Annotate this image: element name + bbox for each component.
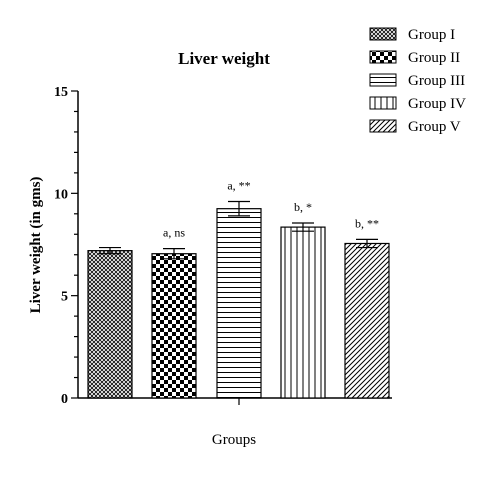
legend-swatch xyxy=(369,96,397,110)
legend-swatch xyxy=(369,50,397,64)
bar-annotation: a, ns xyxy=(163,226,185,240)
bar xyxy=(151,253,197,399)
y-axis-label: Liver weight (in gms) xyxy=(28,177,44,314)
y-tick-label: 0 xyxy=(61,392,68,407)
bar-annotation: a, ** xyxy=(227,179,250,193)
bar xyxy=(216,208,262,399)
bar xyxy=(87,250,133,399)
bars: a, ns a, ** b, * b, ** xyxy=(87,179,390,399)
legend-swatch xyxy=(369,119,397,133)
legend-label: Group V xyxy=(408,119,461,135)
y-tick-label: 5 xyxy=(61,290,68,305)
legend: Group I Group II Group III Group IV Group V xyxy=(369,27,466,135)
legend-label: Group IV xyxy=(408,96,466,112)
legend-swatch xyxy=(369,27,397,41)
legend-label: Group I xyxy=(408,27,455,43)
bar xyxy=(344,242,390,399)
y-tick-label: 15 xyxy=(54,85,68,100)
chart-title: Liver weight xyxy=(178,49,270,68)
legend-label: Group III xyxy=(408,73,465,89)
x-axis-label: Groups xyxy=(212,432,256,448)
legend-label: Group II xyxy=(408,50,460,66)
y-tick-label: 10 xyxy=(54,187,68,202)
bar-annotation: b, ** xyxy=(355,216,379,230)
legend-swatch xyxy=(369,73,397,87)
bar xyxy=(280,226,326,399)
bar-annotation: b, * xyxy=(294,200,312,214)
